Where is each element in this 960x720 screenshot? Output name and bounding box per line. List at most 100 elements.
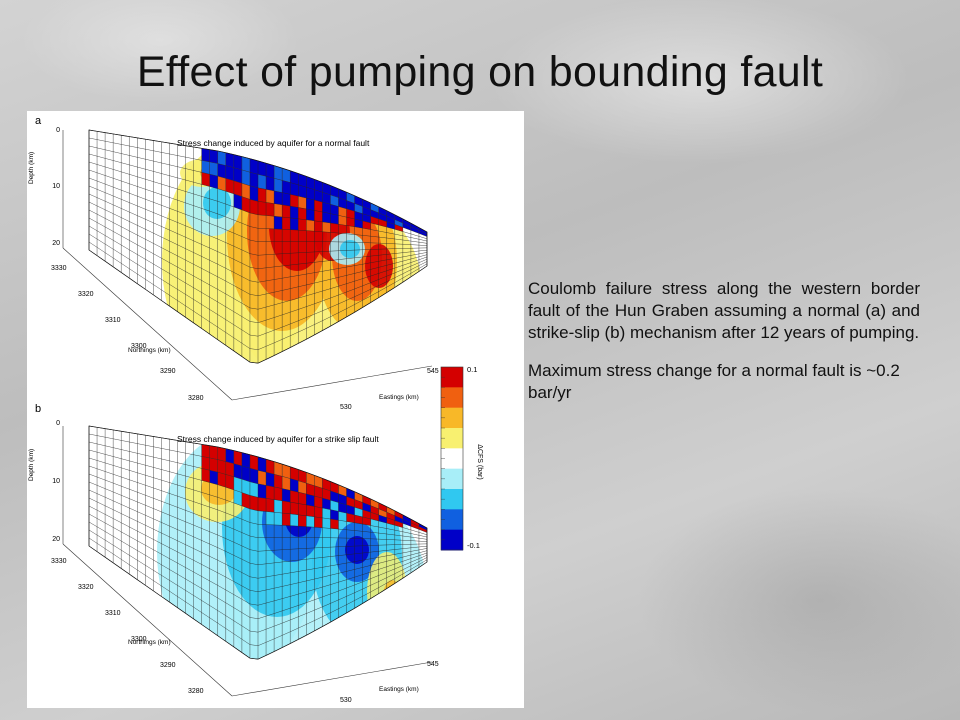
fault-cell xyxy=(217,176,226,192)
fault-cell xyxy=(233,193,242,210)
positive-zone xyxy=(367,552,407,632)
northing-axis-label: Northings (km) xyxy=(128,347,171,354)
fault-cell xyxy=(209,470,218,485)
colorbar-frame xyxy=(440,366,464,551)
fault-cell xyxy=(314,189,323,203)
fault-cell xyxy=(241,183,250,200)
fault-cell xyxy=(410,522,419,530)
fault-cell xyxy=(290,490,299,504)
fault-cell xyxy=(274,474,283,489)
fault-cell xyxy=(306,515,315,528)
colorbar: 0.1 -0.1 ΔCFS (bar) xyxy=(440,365,483,551)
fault-cell xyxy=(282,500,291,514)
fault-cell xyxy=(266,215,275,229)
fault-cell xyxy=(314,475,323,489)
fault-cell xyxy=(241,452,250,469)
colorbar-step xyxy=(441,539,463,551)
colorbar-step xyxy=(441,428,463,439)
fault-cell xyxy=(258,483,267,499)
fault-cell xyxy=(338,188,347,201)
fault-cell xyxy=(354,514,363,525)
fault-cell xyxy=(217,163,226,179)
fault-cell xyxy=(330,481,339,494)
fault-cell xyxy=(306,483,315,497)
fault-cell xyxy=(241,479,250,496)
fault-cell xyxy=(298,218,307,231)
fault-cell xyxy=(217,459,226,475)
northing-axis xyxy=(62,247,233,401)
fault-cell xyxy=(322,498,331,510)
mesh-outline xyxy=(88,425,428,660)
fault-cell xyxy=(354,499,363,510)
fault-cell xyxy=(241,169,250,186)
fault-cell xyxy=(322,182,331,195)
fault-cell xyxy=(290,206,299,219)
easting-axis xyxy=(231,365,433,401)
fault-cell xyxy=(298,514,307,527)
stress-field-b xyxy=(157,432,427,660)
fault-cell xyxy=(298,207,307,220)
fault-cell xyxy=(402,519,411,527)
fault-cell xyxy=(354,507,363,517)
fault-cell xyxy=(282,476,291,491)
northing-tick: 3320 xyxy=(78,291,94,298)
northing-tick: 3280 xyxy=(188,688,204,695)
fault-cell xyxy=(346,208,355,219)
fault-cell xyxy=(209,161,218,177)
fault-cell xyxy=(306,208,315,221)
negative-zone xyxy=(345,536,369,564)
fault-cell xyxy=(306,198,315,211)
fault-cell xyxy=(386,221,395,230)
fault-cell xyxy=(282,192,291,207)
fault-cell xyxy=(217,472,226,488)
negative-zone xyxy=(340,240,360,258)
northing-tick: 3280 xyxy=(188,395,204,402)
fault-cell xyxy=(386,506,395,516)
fault-cell xyxy=(298,196,307,209)
northing-tick: 3290 xyxy=(160,368,176,375)
fault-cell xyxy=(418,227,427,235)
fault-cell xyxy=(298,469,307,484)
fault-cell xyxy=(298,184,307,199)
fault-cell xyxy=(298,492,307,505)
fault-cell xyxy=(225,461,234,477)
fault-cell xyxy=(258,497,267,512)
positive-zone xyxy=(392,612,412,652)
fault-cell xyxy=(346,217,355,227)
fault-cell xyxy=(225,152,234,168)
fault-cell xyxy=(249,185,258,202)
depth-tick: 20 xyxy=(52,240,60,247)
fault-cell xyxy=(402,223,411,231)
fault-cell xyxy=(418,230,427,237)
fault-cell xyxy=(266,202,275,217)
fault-cell xyxy=(330,185,339,198)
colorbar-step xyxy=(441,478,463,490)
fault-cell xyxy=(410,226,419,234)
fault-cell xyxy=(370,209,379,219)
fault-cell xyxy=(274,499,283,514)
fault-cell xyxy=(346,504,355,515)
fault-cell xyxy=(249,454,258,471)
northing-tick: 3290 xyxy=(160,662,176,669)
fault-cell xyxy=(225,474,234,490)
fault-cell xyxy=(233,489,242,506)
depth-axis-label: Depth (km) xyxy=(28,152,35,184)
fault-cell xyxy=(378,206,387,217)
fault-cell xyxy=(386,517,395,526)
axes-a: Depth (km) 0 10 20 3330 3320 3310 3300 3… xyxy=(28,127,439,411)
fault-cell xyxy=(282,217,291,230)
fault-cell xyxy=(225,165,234,181)
colorbar-step xyxy=(441,397,463,409)
fault-cell xyxy=(362,516,371,526)
axes-b: Depth (km) 0 10 20 3330 3320 3310 3300 3… xyxy=(28,420,439,704)
fault-cell xyxy=(330,500,339,512)
positive-zone xyxy=(365,244,393,288)
fault-cell xyxy=(306,494,315,507)
fault-cell xyxy=(266,498,275,513)
panel-title: Stress change induced by aquifer for a n… xyxy=(177,138,370,148)
fault-cell xyxy=(233,463,242,480)
colorbar-step xyxy=(441,468,463,480)
fault-cell xyxy=(338,511,347,522)
fault-cell xyxy=(217,150,226,166)
fault-cell xyxy=(330,204,339,216)
